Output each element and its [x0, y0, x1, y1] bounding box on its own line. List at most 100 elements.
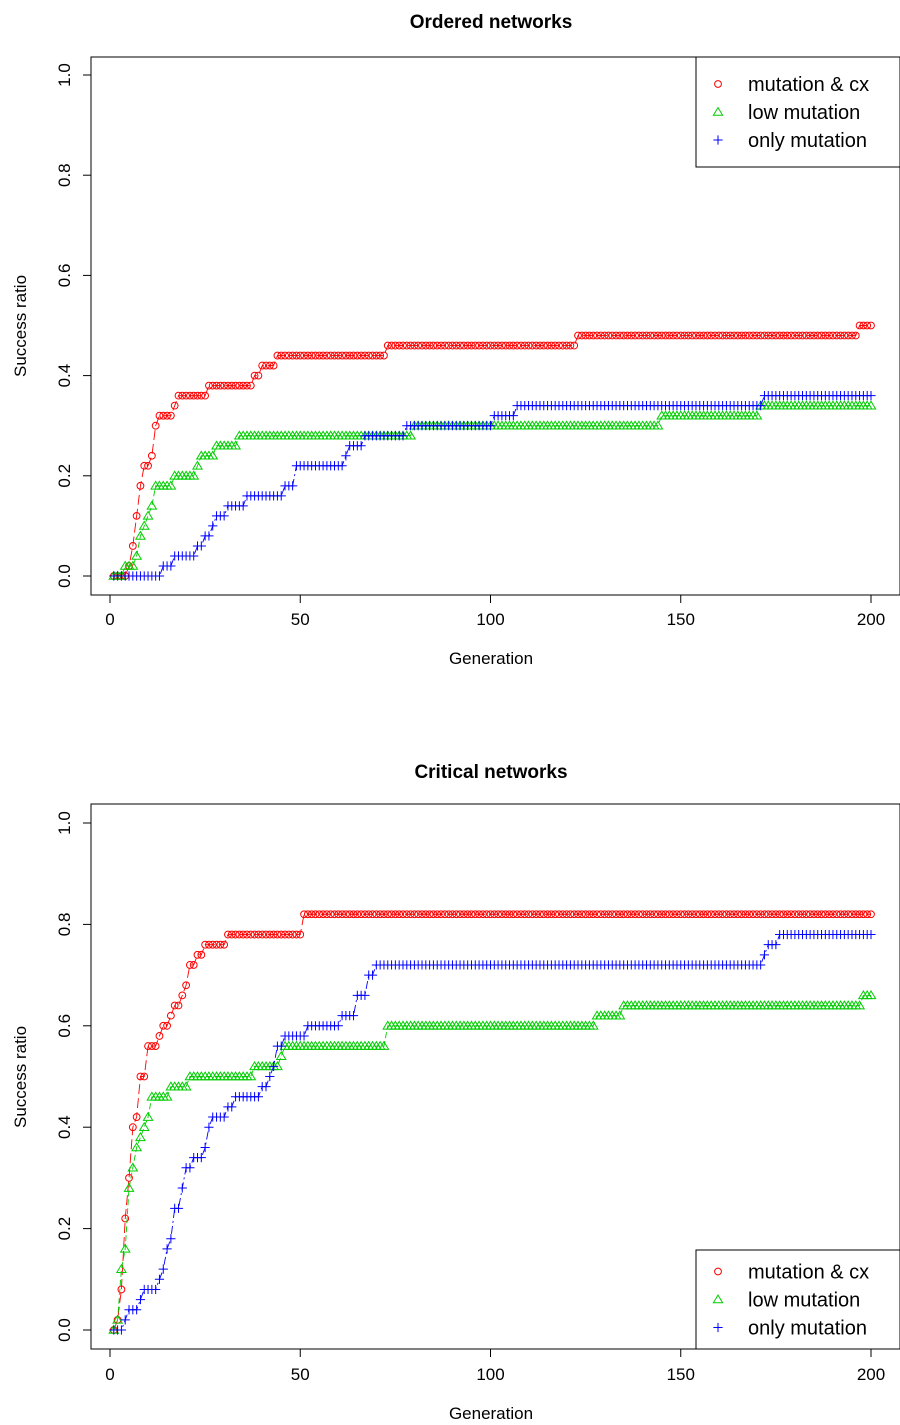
data-point	[119, 1243, 131, 1253]
data-point	[330, 910, 339, 919]
data-point	[562, 341, 571, 350]
data-point	[585, 331, 594, 340]
data-point	[178, 991, 187, 1000]
data-point	[219, 511, 229, 521]
data-point	[741, 331, 750, 340]
data-point	[509, 341, 518, 350]
data-point	[614, 1010, 626, 1020]
data-point	[486, 341, 495, 350]
legend: mutation & cx low mutation only mutation	[695, 56, 900, 168]
data-point	[547, 341, 556, 350]
data-point	[711, 331, 719, 340]
data-point	[158, 1264, 168, 1274]
data-point	[634, 331, 643, 340]
data-point	[112, 1314, 124, 1324]
data-point	[547, 910, 556, 919]
data-point	[265, 930, 274, 939]
data-point	[771, 331, 780, 340]
data-point	[737, 910, 746, 919]
data-point	[471, 910, 480, 919]
data-point	[231, 930, 240, 939]
data-point	[185, 1163, 195, 1173]
data-point	[406, 341, 415, 350]
data-point	[349, 351, 358, 360]
data-point	[555, 341, 563, 350]
data-point	[600, 910, 609, 919]
data-point	[566, 341, 575, 350]
data-point	[771, 910, 780, 919]
data-point	[794, 910, 803, 919]
data-point	[192, 460, 204, 470]
data-point	[756, 910, 765, 919]
x-axis-label: Generation	[449, 649, 533, 668]
data-point	[760, 331, 769, 340]
data-point	[380, 910, 388, 919]
data-point	[189, 961, 198, 969]
data-point	[147, 451, 156, 460]
data-point	[142, 1111, 154, 1121]
data-point	[859, 321, 868, 330]
data-point	[551, 341, 560, 350]
data-point	[311, 351, 320, 360]
data-point	[395, 341, 404, 350]
data-point	[357, 910, 366, 919]
data-point	[596, 331, 605, 340]
data-point	[634, 910, 643, 919]
data-point	[459, 341, 468, 350]
data-point	[802, 331, 811, 340]
data-point	[345, 351, 354, 360]
data-point	[151, 1042, 160, 1050]
data-point	[174, 391, 183, 400]
data-point	[334, 910, 343, 919]
data-point	[855, 910, 864, 919]
data-point	[136, 481, 145, 490]
legend-marker	[714, 1267, 722, 1276]
data-point	[650, 331, 659, 340]
y-tick-label: 0.0	[55, 564, 74, 588]
data-point	[410, 910, 419, 919]
data-point	[151, 421, 160, 430]
data-point	[865, 400, 877, 410]
data-point	[360, 990, 370, 1000]
data-point	[180, 1081, 192, 1091]
data-point	[475, 341, 483, 350]
data-point	[810, 331, 818, 340]
data-point	[376, 351, 385, 360]
data-point	[855, 321, 864, 330]
data-point	[657, 331, 666, 340]
data-point	[273, 351, 282, 360]
data-point	[509, 910, 518, 919]
data-point	[536, 341, 544, 350]
data-point	[277, 351, 286, 360]
data-point	[406, 910, 415, 919]
data-point	[140, 461, 149, 470]
data-point	[787, 331, 795, 340]
data-point	[615, 331, 624, 340]
data-point	[779, 910, 788, 919]
data-point	[825, 331, 834, 340]
data-point	[296, 351, 305, 360]
data-point	[619, 331, 628, 340]
data-point	[759, 950, 770, 960]
y-tick-label: 0.2	[55, 464, 74, 488]
data-point	[212, 381, 221, 390]
legend-label: low mutation	[748, 102, 860, 124]
data-point	[638, 910, 647, 919]
data-point	[798, 331, 807, 340]
data-point	[121, 1214, 130, 1223]
data-point	[600, 331, 609, 340]
data-point	[840, 331, 849, 340]
data-point	[771, 940, 781, 950]
data-point	[220, 940, 229, 949]
x-tick-label: 0	[105, 610, 114, 629]
data-point	[642, 910, 651, 919]
y-tick-label: 0.4	[55, 1115, 74, 1139]
data-point	[204, 1122, 214, 1132]
data-point	[345, 910, 354, 919]
legend-item: mutation & cx	[714, 1262, 869, 1284]
data-point	[836, 331, 845, 340]
legend-item: low mutation	[712, 102, 860, 124]
chart-title: Ordered networks	[410, 12, 573, 33]
data-point	[730, 910, 738, 919]
